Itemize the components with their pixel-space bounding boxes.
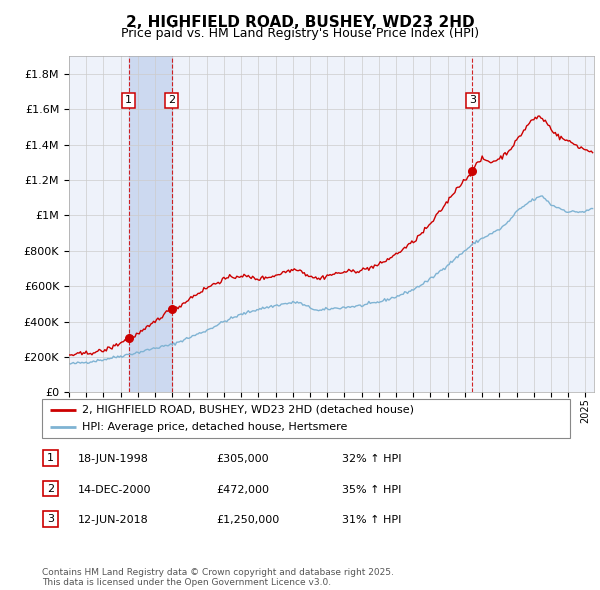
Text: £1,250,000: £1,250,000	[216, 516, 279, 525]
Text: 2, HIGHFIELD ROAD, BUSHEY, WD23 2HD: 2, HIGHFIELD ROAD, BUSHEY, WD23 2HD	[125, 15, 475, 30]
Text: HPI: Average price, detached house, Hertsmere: HPI: Average price, detached house, Hert…	[82, 422, 347, 432]
Text: Contains HM Land Registry data © Crown copyright and database right 2025.
This d: Contains HM Land Registry data © Crown c…	[42, 568, 394, 587]
Text: 12-JUN-2018: 12-JUN-2018	[78, 516, 149, 525]
Text: 14-DEC-2000: 14-DEC-2000	[78, 485, 151, 494]
Text: £472,000: £472,000	[216, 485, 269, 494]
Text: 3: 3	[47, 514, 54, 524]
Text: 32% ↑ HPI: 32% ↑ HPI	[342, 454, 401, 464]
Text: 1: 1	[125, 96, 132, 105]
Text: £305,000: £305,000	[216, 454, 269, 464]
Text: 2: 2	[47, 484, 54, 493]
Text: 2, HIGHFIELD ROAD, BUSHEY, WD23 2HD (detached house): 2, HIGHFIELD ROAD, BUSHEY, WD23 2HD (det…	[82, 405, 413, 415]
Text: 18-JUN-1998: 18-JUN-1998	[78, 454, 149, 464]
Text: 2: 2	[168, 96, 175, 105]
Text: 31% ↑ HPI: 31% ↑ HPI	[342, 516, 401, 525]
Text: Price paid vs. HM Land Registry's House Price Index (HPI): Price paid vs. HM Land Registry's House …	[121, 27, 479, 40]
Text: 3: 3	[469, 96, 476, 105]
Bar	[128, 56, 172, 392]
Text: 1: 1	[47, 453, 54, 463]
Text: 35% ↑ HPI: 35% ↑ HPI	[342, 485, 401, 494]
